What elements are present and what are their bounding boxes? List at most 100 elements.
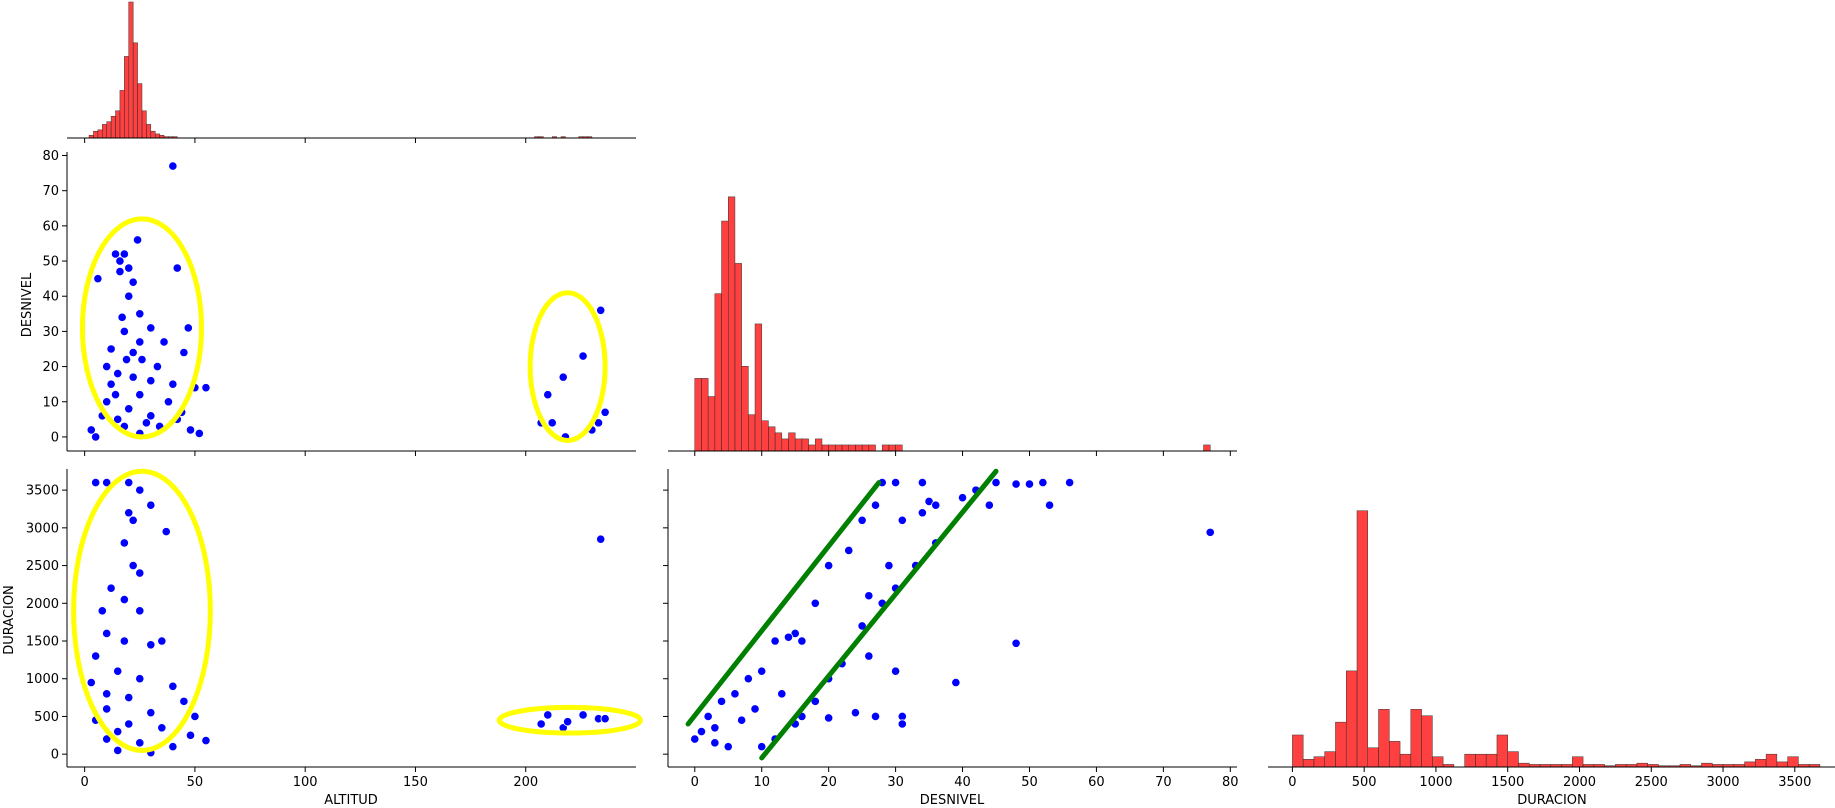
scatter-point — [563, 717, 573, 727]
scatter-point — [146, 376, 156, 386]
scatter-point — [600, 714, 610, 724]
y-tick-label: 500 — [34, 710, 59, 725]
x-tick-label: 80 — [1222, 775, 1239, 790]
scatter-point — [157, 636, 167, 646]
scatter-point — [596, 305, 606, 315]
hist-bar — [1464, 753, 1476, 768]
hist-bar — [1292, 734, 1304, 768]
hist-bar — [1345, 670, 1358, 768]
scatter-point — [102, 689, 112, 699]
hist-duracion-panel: 0 500 1000 1500 2000 2500 3000 3500 — [1268, 510, 1835, 790]
hist-bar — [119, 90, 125, 139]
scatter-point — [168, 742, 178, 752]
y-tick-label: 3500 — [26, 484, 59, 499]
scatter-point — [168, 379, 178, 389]
scatter-point — [119, 594, 129, 605]
scatter-point — [1011, 638, 1021, 648]
scatter-point — [115, 256, 125, 266]
hist-altitud-panel — [67, 1, 636, 143]
hist-bar — [1356, 510, 1369, 768]
scatter-point — [1024, 479, 1035, 489]
scatter-point — [97, 606, 107, 616]
scatter-point — [991, 477, 1001, 488]
x-axis-label-duracion: DURACION — [1517, 793, 1587, 808]
y-tick-label: 1500 — [26, 635, 59, 650]
hist-bar — [1203, 444, 1211, 452]
scatter-point — [135, 738, 145, 748]
scatter-point — [870, 500, 881, 510]
highlight-ellipse — [79, 216, 205, 440]
scatter-point — [850, 708, 861, 718]
x-tick-label: 0 — [81, 775, 89, 790]
y-tick-label: 3000 — [26, 521, 59, 536]
scatter-point — [897, 711, 907, 722]
scatter-point — [558, 372, 568, 382]
scatter-point — [119, 636, 129, 646]
scatter-point — [146, 323, 156, 333]
scatter-point — [1011, 479, 1021, 489]
scatter-point — [797, 636, 807, 646]
hist-bar — [788, 432, 796, 452]
scatter-point — [757, 742, 767, 752]
scatter-point — [690, 734, 700, 744]
y-tick-label: 2000 — [26, 597, 59, 612]
scatter-point — [957, 493, 968, 503]
hist-bar — [124, 56, 130, 139]
x-tick-label: 0 — [1288, 775, 1296, 790]
scatter-point — [102, 397, 112, 407]
highlight-ellipse — [496, 704, 643, 736]
scatter-point — [770, 636, 780, 646]
hist-bar — [1518, 762, 1530, 768]
x-tick-label: 100 — [293, 775, 318, 790]
scatter-point — [135, 337, 145, 347]
hist-bar — [721, 220, 729, 452]
x-tick-label: 10 — [753, 775, 770, 790]
scatter-point — [117, 312, 127, 322]
scatter-point — [543, 390, 553, 400]
y-tick-label: 10 — [42, 395, 59, 410]
hist-bar — [781, 438, 789, 452]
hist-bar — [848, 444, 856, 452]
hist-bar — [714, 293, 722, 452]
x-tick-label: 2500 — [1635, 775, 1668, 790]
scatter-point — [743, 674, 753, 684]
scatter-point — [890, 477, 901, 488]
scatter-altitud-duracion-panel: 0 500 1000 1500 2000 2500 3000 3500 0 50 100 150 200 — [26, 468, 643, 790]
hist-bar — [768, 426, 776, 452]
scatter-point — [119, 538, 129, 548]
scatter-point — [135, 390, 145, 400]
x-tick-label: 1000 — [1419, 775, 1452, 790]
hist-bar — [1313, 756, 1325, 768]
y-tick-label: 30 — [42, 325, 59, 340]
scatter-point — [201, 383, 211, 393]
scatter-point — [135, 485, 145, 495]
scatter-point — [93, 274, 103, 284]
scatter-point — [710, 723, 720, 733]
scatter-point — [757, 666, 767, 676]
hist-bar — [701, 378, 709, 452]
hist-bar — [1367, 747, 1379, 768]
hist-bar — [102, 124, 107, 139]
hist-bar — [748, 414, 756, 452]
highlight-ellipse — [71, 468, 213, 753]
hist-bar — [1475, 753, 1487, 768]
scatter-point — [884, 560, 894, 571]
scatter-point — [194, 428, 204, 439]
hist-bar — [861, 444, 870, 452]
scatter-point — [578, 351, 588, 361]
hist-bar — [150, 130, 156, 139]
scatter-point — [113, 745, 123, 756]
hist-bar — [828, 444, 836, 452]
scatter-point — [102, 477, 112, 488]
scatter-desnivel-duracion-panel: 0 10 20 30 40 50 60 70 80 — [663, 468, 1239, 790]
y-tick-label: 0 — [51, 748, 59, 763]
scatter-point — [1044, 500, 1055, 510]
hist-bar — [1636, 762, 1648, 768]
scatter-point — [146, 640, 156, 650]
x-tick-label: 30 — [887, 775, 904, 790]
scatter-point — [106, 583, 116, 593]
x-tick-label: 500 — [1352, 775, 1377, 790]
scatter-point — [723, 742, 733, 752]
hist-bar — [841, 444, 849, 452]
scatter-point — [536, 719, 546, 729]
